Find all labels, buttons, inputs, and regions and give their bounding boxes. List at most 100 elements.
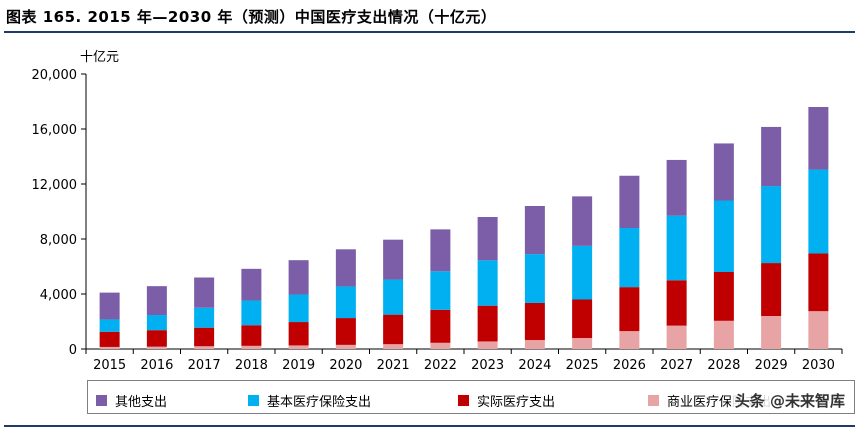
x-tick-label: 2025: [566, 358, 599, 373]
bar-out_of_pocket-2024: [524, 302, 545, 341]
bar-other-2024: [524, 206, 545, 255]
bar-other-2029: [761, 126, 782, 187]
bar-commercial-2021: [383, 344, 404, 349]
bar-commercial-2016: [146, 346, 167, 349]
legend-swatch-commercial: [648, 395, 659, 406]
bar-basic_insurance-2023: [477, 260, 498, 306]
y-tick-label: 8,000: [40, 233, 77, 248]
bar-other-2027: [666, 159, 687, 216]
legend-swatch-other: [96, 395, 107, 406]
bar-out_of_pocket-2019: [288, 322, 309, 346]
bar-out_of_pocket-2022: [430, 309, 451, 343]
x-tick-label: 2026: [613, 358, 646, 373]
bar-commercial-2028: [713, 320, 734, 349]
bar-out_of_pocket-2028: [713, 272, 734, 321]
x-tick-label: 2024: [518, 358, 551, 373]
bar-other-2025: [572, 196, 593, 246]
legend-label-out-of-pocket: 实际医疗支出: [477, 395, 556, 410]
x-tick-label: 2019: [282, 358, 315, 373]
y-tick-label: 0: [69, 343, 77, 358]
bar-commercial-2030: [808, 311, 829, 349]
bar-other-2019: [288, 260, 309, 295]
bar-other-2018: [241, 268, 262, 301]
bar-commercial-2026: [619, 331, 640, 349]
y-tick-label: 16,000: [32, 123, 78, 138]
bar-out_of_pocket-2018: [241, 325, 262, 346]
bar-other-2026: [619, 175, 640, 228]
x-tick-label: 2030: [802, 358, 835, 373]
bar-basic_insurance-2027: [666, 215, 687, 281]
bar-other-2017: [194, 277, 215, 308]
bar-out_of_pocket-2017: [194, 327, 215, 347]
bar-other-2016: [146, 286, 167, 316]
legend-swatch-out-of-pocket: [458, 395, 469, 406]
bar-out_of_pocket-2015: [99, 331, 120, 347]
bar-basic_insurance-2029: [761, 186, 782, 264]
bar-commercial-2017: [194, 346, 215, 349]
bar-basic_insurance-2021: [383, 279, 404, 315]
bar-other-2015: [99, 292, 120, 320]
bar-out_of_pocket-2021: [383, 314, 404, 345]
bar-commercial-2029: [761, 316, 782, 349]
bar-commercial-2015: [99, 346, 120, 349]
bar-out_of_pocket-2027: [666, 280, 687, 326]
bar-other-2028: [713, 143, 734, 201]
bar-commercial-2027: [666, 325, 687, 349]
bar-commercial-2025: [572, 338, 593, 349]
bar-other-2022: [430, 229, 451, 272]
bar-commercial-2018: [241, 345, 262, 349]
bar-basic_insurance-2016: [146, 315, 167, 331]
title-divider: [4, 31, 855, 33]
bar-commercial-2019: [288, 345, 309, 349]
y-tick-label: 4,000: [40, 288, 77, 303]
bar-out_of_pocket-2023: [477, 305, 498, 342]
bar-basic_insurance-2024: [524, 254, 545, 303]
bar-basic_insurance-2017: [194, 307, 215, 328]
bar-commercial-2022: [430, 342, 451, 349]
bar-out_of_pocket-2029: [761, 263, 782, 316]
bar-out_of_pocket-2026: [619, 287, 640, 332]
legend-item-other: 其他支出: [96, 391, 167, 410]
x-tick-label: 2016: [140, 358, 173, 373]
x-tick-label: 2022: [424, 358, 457, 373]
x-tick-label: 2015: [93, 358, 126, 373]
legend-swatch-basic-insurance: [248, 395, 259, 406]
bar-commercial-2024: [524, 340, 545, 349]
watermark: 头条 @未来智库: [730, 388, 849, 413]
bottom-divider: [4, 425, 855, 427]
chart-title: 图表 165. 2015 年—2030 年（预测）中国医疗支出情况（十亿元）: [6, 8, 497, 26]
bar-basic_insurance-2030: [808, 169, 829, 254]
bar-other-2021: [383, 239, 404, 280]
x-tick-label: 2029: [755, 358, 788, 373]
x-tick-label: 2027: [660, 358, 693, 373]
bar-out_of_pocket-2025: [572, 299, 593, 338]
bar-basic_insurance-2018: [241, 300, 262, 326]
y-tick-label: 20,000: [32, 68, 78, 83]
x-tick-label: 2028: [707, 358, 740, 373]
bar-other-2023: [477, 217, 498, 261]
bar-basic_insurance-2019: [288, 294, 309, 323]
bar-basic_insurance-2015: [99, 319, 120, 332]
bar-out_of_pocket-2030: [808, 253, 829, 312]
legend-label-other: 其他支出: [115, 395, 168, 410]
bar-out_of_pocket-2016: [146, 330, 167, 347]
legend-item-out-of-pocket: 实际医疗支出: [458, 391, 555, 410]
bar-basic_insurance-2020: [335, 286, 356, 319]
legend-item-basic-insurance: 基本医疗保险支出: [248, 391, 371, 410]
y-tick-label: 12,000: [32, 178, 78, 193]
bar-basic_insurance-2022: [430, 271, 451, 310]
x-tick-label: 2023: [471, 358, 504, 373]
bar-basic_insurance-2028: [713, 200, 734, 272]
x-tick-label: 2020: [329, 358, 362, 373]
bar-other-2020: [335, 249, 356, 287]
bar-basic_insurance-2026: [619, 228, 640, 288]
y-axis-unit: 十亿元: [80, 50, 120, 65]
x-tick-label: 2017: [188, 358, 221, 373]
bar-basic_insurance-2025: [572, 245, 593, 300]
legend-label-basic-insurance: 基本医疗保险支出: [267, 395, 372, 410]
x-tick-label: 2021: [377, 358, 410, 373]
bar-commercial-2020: [335, 344, 356, 349]
bar-commercial-2023: [477, 341, 498, 349]
bar-other-2030: [808, 107, 829, 170]
